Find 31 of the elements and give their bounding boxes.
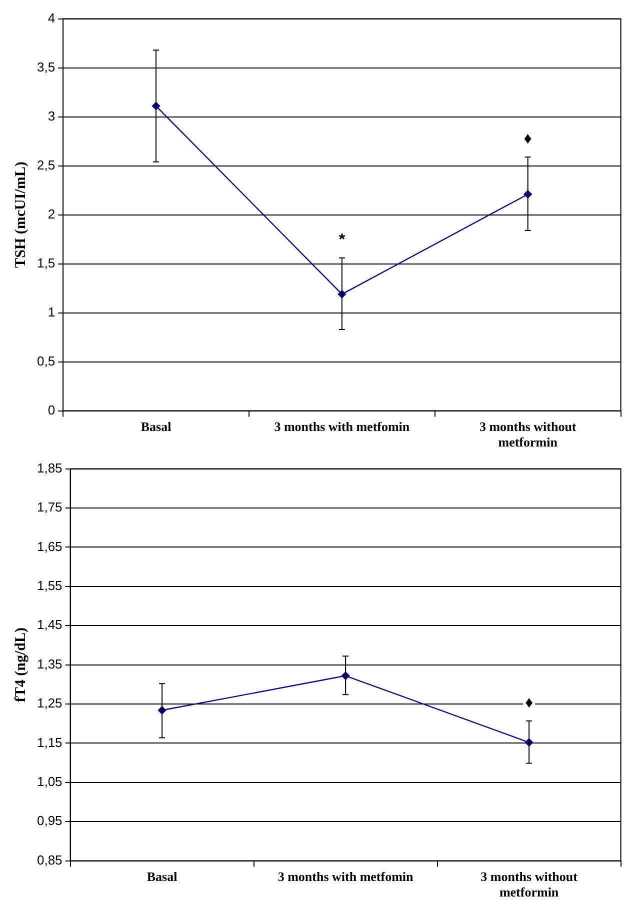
y-tick-label: 1,85 xyxy=(36,460,62,476)
y-tick-label: 1,75 xyxy=(36,500,62,515)
x-tick-label: Basal xyxy=(146,868,178,884)
x-tick-label: 3 months without metformin xyxy=(479,418,577,450)
y-tick-label: 0 xyxy=(48,402,56,418)
x-tick-label: 3 months without metformin xyxy=(480,868,578,900)
y-tick-label: 1,45 xyxy=(36,617,62,632)
y-axis-title: TSH (mcUI/mL) xyxy=(12,162,29,268)
y-tick-label: 1,5 xyxy=(36,255,56,270)
y-tick-label: 3 xyxy=(48,108,56,124)
y-tick-label: 0,85 xyxy=(36,852,62,868)
x-tick-label: Basal xyxy=(140,418,172,434)
x-tick-label: 3 months with metfomin xyxy=(278,868,414,884)
data-label: ♦ xyxy=(524,694,534,712)
y-axis-title: fT4 (ng/dL) xyxy=(12,627,29,702)
y-tick-label: 1,65 xyxy=(36,538,62,554)
y-tick-label: 3,5 xyxy=(36,59,56,74)
x-tick-label: 3 months with metfomin xyxy=(274,418,410,434)
y-tick-label: 0,5 xyxy=(36,353,56,368)
y-tick-label: 2 xyxy=(48,206,56,222)
y-tick-label: 1,35 xyxy=(36,656,62,672)
y-tick-label: 4 xyxy=(48,10,56,26)
y-tick-label: 2,5 xyxy=(36,157,56,172)
y-tick-label: 1,05 xyxy=(36,774,62,789)
data-label: * xyxy=(338,231,346,248)
y-tick-label: 1,55 xyxy=(36,578,62,593)
y-tick-label: 0,95 xyxy=(36,813,62,828)
y-tick-label: 1 xyxy=(48,304,56,320)
data-label: ♦ xyxy=(524,130,532,148)
y-tick-label: 1,25 xyxy=(36,696,62,711)
y-tick-label: 1,15 xyxy=(36,734,62,750)
